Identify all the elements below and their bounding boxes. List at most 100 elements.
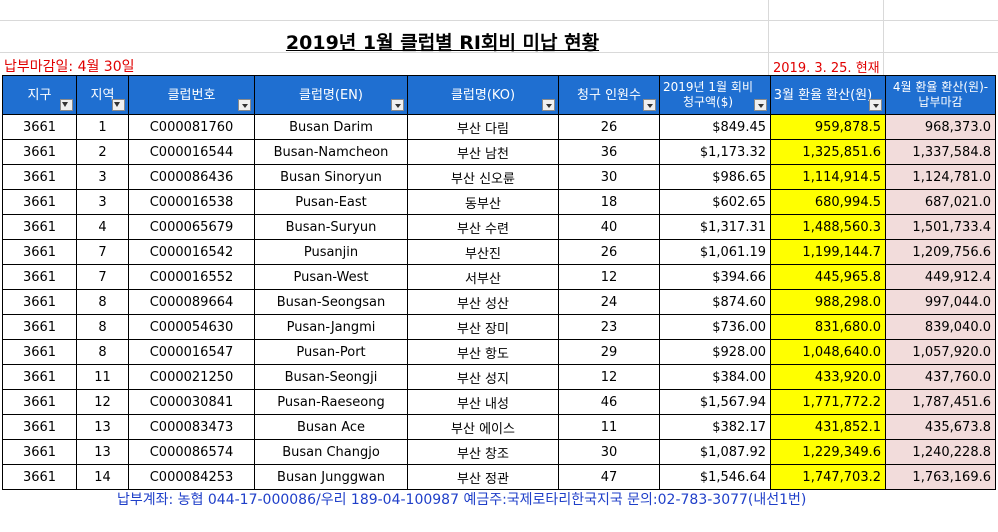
col-header-club-name-en[interactable]: 클럽명(EN) xyxy=(254,75,408,115)
table-cell[interactable]: C000016547 xyxy=(128,339,255,365)
table-cell[interactable]: 13 xyxy=(76,414,129,440)
table-cell[interactable]: $736.00 xyxy=(659,314,771,340)
table-cell[interactable]: C000030841 xyxy=(128,389,255,415)
table-cell[interactable]: $928.00 xyxy=(659,339,771,365)
table-cell[interactable]: 3661 xyxy=(2,239,77,265)
table-cell[interactable]: 437,760.0 xyxy=(885,364,996,390)
table-cell[interactable]: 1,240,228.8 xyxy=(885,439,996,465)
table-cell[interactable]: 988,298.0 xyxy=(770,289,886,315)
table-cell[interactable]: 433,920.0 xyxy=(770,364,886,390)
col-header-member-count[interactable]: 청구 인원수 xyxy=(558,75,660,115)
col-header-region[interactable]: 지역 xyxy=(76,75,129,115)
table-cell[interactable]: 11 xyxy=(76,364,129,390)
table-cell[interactable]: 부산 창조 xyxy=(407,439,559,465)
table-cell[interactable]: 3661 xyxy=(2,164,77,190)
table-cell[interactable]: 부산 내성 xyxy=(407,389,559,415)
table-cell[interactable]: 435,673.8 xyxy=(885,414,996,440)
table-cell[interactable]: 부산 장미 xyxy=(407,314,559,340)
table-cell[interactable]: C000081760 xyxy=(128,114,255,140)
table-cell[interactable]: 997,044.0 xyxy=(885,289,996,315)
table-cell[interactable]: 8 xyxy=(76,314,129,340)
table-cell[interactable]: 1,337,584.8 xyxy=(885,139,996,165)
table-cell[interactable]: 30 xyxy=(558,164,660,190)
table-cell[interactable]: 1,114,914.5 xyxy=(770,164,886,190)
table-cell[interactable]: 4 xyxy=(76,214,129,240)
table-cell[interactable]: $382.17 xyxy=(659,414,771,440)
table-cell[interactable]: 3661 xyxy=(2,389,77,415)
table-cell[interactable]: 959,878.5 xyxy=(770,114,886,140)
sheet-title[interactable]: 2019년 1월 클럽별 RI회비 미납 현황 xyxy=(0,28,885,55)
table-cell[interactable]: C000086436 xyxy=(128,164,255,190)
table-cell[interactable]: Busan-Namcheon xyxy=(254,139,408,165)
table-cell[interactable]: $394.66 xyxy=(659,264,771,290)
table-cell[interactable]: 23 xyxy=(558,314,660,340)
table-cell[interactable]: 46 xyxy=(558,389,660,415)
table-cell[interactable]: 부산 신오륜 xyxy=(407,164,559,190)
table-cell[interactable]: $1,173.32 xyxy=(659,139,771,165)
table-cell[interactable]: 40 xyxy=(558,214,660,240)
table-cell[interactable]: 839,040.0 xyxy=(885,314,996,340)
table-cell[interactable]: 3661 xyxy=(2,139,77,165)
table-cell[interactable]: Busan Sinoryun xyxy=(254,164,408,190)
table-cell[interactable]: Pusan-Jangmi xyxy=(254,314,408,340)
col-header-march-krw[interactable]: 3월 환율 환산(원) xyxy=(770,75,886,115)
table-cell[interactable]: 13 xyxy=(76,439,129,465)
table-cell[interactable]: 1,124,781.0 xyxy=(885,164,996,190)
table-cell[interactable]: 18 xyxy=(558,189,660,215)
table-cell[interactable]: 부산 남천 xyxy=(407,139,559,165)
col-header-district[interactable]: 지구 xyxy=(2,75,77,115)
filter-dropdown-icon[interactable] xyxy=(754,99,767,111)
table-cell[interactable]: 1,501,733.4 xyxy=(885,214,996,240)
table-cell[interactable]: Pusanjin xyxy=(254,239,408,265)
table-cell[interactable]: 1,048,640.0 xyxy=(770,339,886,365)
table-cell[interactable]: Busan Changjo xyxy=(254,439,408,465)
table-cell[interactable]: 3661 xyxy=(2,189,77,215)
table-cell[interactable]: 3661 xyxy=(2,339,77,365)
table-cell[interactable]: C000065679 xyxy=(128,214,255,240)
table-cell[interactable]: 445,965.8 xyxy=(770,264,886,290)
table-cell[interactable]: Pusan-West xyxy=(254,264,408,290)
table-cell[interactable]: 부산진 xyxy=(407,239,559,265)
table-cell[interactable]: C000084253 xyxy=(128,464,255,490)
col-header-club-number[interactable]: 클럽번호 xyxy=(128,75,255,115)
table-cell[interactable]: 8 xyxy=(76,289,129,315)
col-header-club-name-ko[interactable]: 클럽명(KO) xyxy=(407,75,559,115)
sort-filter-icon[interactable] xyxy=(112,99,125,111)
table-cell[interactable]: 3 xyxy=(76,164,129,190)
table-cell[interactable]: 24 xyxy=(558,289,660,315)
table-cell[interactable]: 30 xyxy=(558,439,660,465)
table-cell[interactable]: 7 xyxy=(76,264,129,290)
filter-dropdown-icon[interactable] xyxy=(542,99,555,111)
table-cell[interactable]: 26 xyxy=(558,239,660,265)
table-cell[interactable]: 부산 항도 xyxy=(407,339,559,365)
table-cell[interactable]: 1,229,349.6 xyxy=(770,439,886,465)
table-cell[interactable]: 1,787,451.6 xyxy=(885,389,996,415)
table-cell[interactable]: 3 xyxy=(76,189,129,215)
table-cell[interactable]: 1 xyxy=(76,114,129,140)
table-cell[interactable]: 부산 성산 xyxy=(407,289,559,315)
table-cell[interactable]: 1,325,851.6 xyxy=(770,139,886,165)
table-cell[interactable]: 3661 xyxy=(2,464,77,490)
filter-dropdown-icon[interactable] xyxy=(391,99,404,111)
table-cell[interactable]: 2 xyxy=(76,139,129,165)
table-cell[interactable]: $1,567.94 xyxy=(659,389,771,415)
table-cell[interactable]: 449,912.4 xyxy=(885,264,996,290)
table-cell[interactable]: $849.45 xyxy=(659,114,771,140)
table-cell[interactable]: $1,317.31 xyxy=(659,214,771,240)
table-cell[interactable]: Busan-Seongsan xyxy=(254,289,408,315)
table-cell[interactable]: C000083473 xyxy=(128,414,255,440)
table-cell[interactable]: 431,852.1 xyxy=(770,414,886,440)
table-cell[interactable]: 3661 xyxy=(2,414,77,440)
table-cell[interactable]: 3661 xyxy=(2,214,77,240)
table-cell[interactable]: 3661 xyxy=(2,289,77,315)
table-cell[interactable]: 부산 수련 xyxy=(407,214,559,240)
table-cell[interactable]: 1,057,920.0 xyxy=(885,339,996,365)
table-cell[interactable]: 11 xyxy=(558,414,660,440)
col-header-april-krw[interactable]: 4월 환율 환산(원)-납부마감 xyxy=(885,75,996,115)
filter-dropdown-icon[interactable] xyxy=(238,99,251,111)
table-cell[interactable]: 1,199,144.7 xyxy=(770,239,886,265)
table-cell[interactable]: 12 xyxy=(558,264,660,290)
filter-dropdown-icon[interactable] xyxy=(643,99,656,111)
table-cell[interactable]: 1,209,756.6 xyxy=(885,239,996,265)
table-cell[interactable]: 12 xyxy=(558,364,660,390)
